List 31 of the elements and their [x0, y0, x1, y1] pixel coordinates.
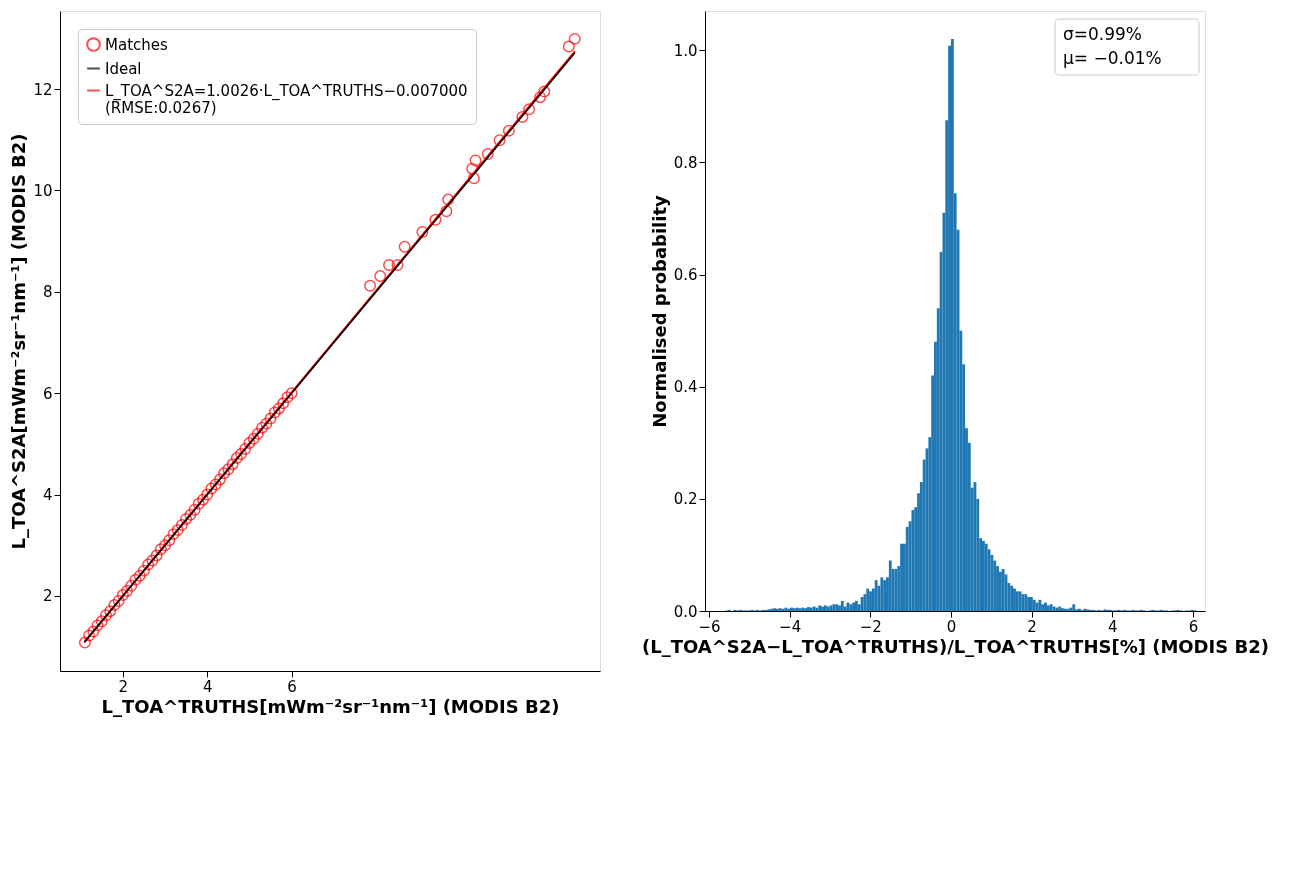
y-tick-label: 0.0: [673, 602, 698, 621]
legend-label: Ideal: [105, 59, 142, 78]
x-tick-label: 4: [202, 677, 213, 696]
y-tick-label: 8: [42, 283, 53, 302]
x-tick-label: −6: [698, 617, 721, 636]
x-tick-label: 4: [1107, 617, 1118, 636]
x-tick-label: 6: [1188, 617, 1199, 636]
y-axis-title: L_TOA^S2A[mWm⁻²sr⁻¹nm⁻¹] (MODIS B2): [8, 133, 30, 550]
annotation: σ=0.99%: [1063, 24, 1143, 44]
y-tick-label: 0.6: [673, 266, 698, 285]
x-tick-label: 2: [118, 677, 129, 696]
x-tick-label: 6: [287, 677, 297, 696]
y-axis-title: Normalised probability: [648, 194, 670, 428]
x-axis-title: (L_TOA^S2A−L_TOA^TRUTHS)/L_TOA^TRUTHS[%] (MODIS B2): [642, 635, 1269, 657]
x-tick-label: −4: [779, 617, 802, 636]
y-tick-label: 4: [42, 486, 53, 505]
x-tick-label: 2: [1027, 617, 1037, 636]
legend-label: Matches: [105, 35, 168, 54]
y-tick-label: 12: [33, 80, 53, 99]
x-tick-label: 0: [946, 617, 957, 636]
y-tick-label: 0.8: [673, 153, 698, 172]
y-tick-label: 1.0: [673, 41, 698, 60]
x-axis-title: L_TOA^TRUTHS[mWm⁻²sr⁻¹nm⁻¹] (MODIS B2): [101, 695, 560, 717]
x-tick-label: −2: [859, 617, 882, 636]
y-tick-label: 0.2: [673, 490, 698, 509]
y-tick-label: 6: [42, 384, 53, 403]
annotation: μ= −0.01%: [1063, 48, 1162, 68]
y-tick-label: 10: [33, 181, 53, 200]
y-tick-label: 2: [42, 587, 53, 606]
y-tick-label: 0.4: [673, 378, 698, 397]
legend-label: L_TOA^S2A=1.0026·L_TOA^TRUTHS−0.007000 (RMSE:0.0267): [105, 81, 468, 117]
